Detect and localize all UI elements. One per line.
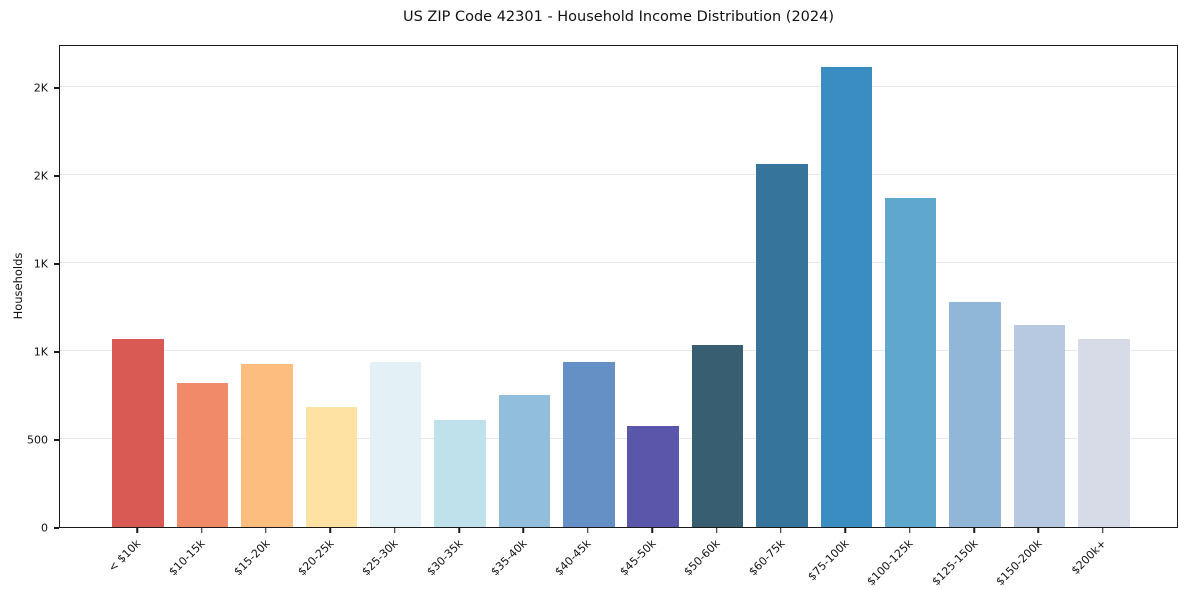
y-tick-label: 0 <box>41 521 48 535</box>
y-tick-mark <box>54 527 59 529</box>
y-tick-mark <box>54 87 59 89</box>
y-tick-mark <box>54 263 59 265</box>
gridline <box>60 86 1177 88</box>
y-tick-label: 1K <box>33 257 48 271</box>
y-tick-mark <box>54 439 59 441</box>
x-tick-label: $200k+ <box>1068 537 1110 578</box>
x-tick-label: $10-15k <box>166 537 208 579</box>
bar-$15-20k <box>241 364 293 527</box>
gridline <box>60 350 1177 352</box>
gridline <box>60 262 1177 264</box>
y-tick-mark <box>54 175 59 177</box>
x-tick-mark <box>844 528 847 533</box>
x-tick-label: $25-30k <box>359 537 401 579</box>
gridline <box>60 174 1177 176</box>
x-tick-mark <box>522 528 525 533</box>
bar-$20-25k <box>305 407 358 527</box>
bar-$150-200k <box>1013 325 1066 527</box>
bar-$25-30k <box>369 361 422 527</box>
x-tick-label: $125-150k <box>929 537 981 589</box>
x-tick-label: $150-200k <box>993 537 1045 589</box>
x-tick-mark <box>973 528 975 533</box>
x-tick-label: $30-35k <box>423 537 466 579</box>
x-tick-label: $45-50k <box>617 537 659 579</box>
x-tick-mark <box>200 528 203 533</box>
x-tick-mark <box>329 528 332 533</box>
x-tick-label: $35-40k <box>488 537 530 579</box>
x-tick-label: $75-100k <box>805 537 852 584</box>
bar-$30-35k <box>434 420 486 527</box>
x-tick-mark <box>1037 528 1040 533</box>
x-tick-mark <box>458 528 460 533</box>
x-tick-mark <box>715 528 718 533</box>
x-tick-label: $20-25k <box>295 537 337 579</box>
y-tick-label: 500 <box>27 433 48 447</box>
x-tick-mark <box>265 528 267 533</box>
x-tick-mark <box>1102 528 1104 533</box>
y-tick-mark <box>54 351 59 353</box>
x-tick-mark <box>393 528 396 533</box>
x-tick-label: $60-75k <box>745 537 788 579</box>
gridline <box>60 438 1177 440</box>
bar-$100-125k <box>884 198 937 527</box>
chart-title: US ZIP Code 42301 - Household Income Dis… <box>402 9 835 25</box>
bar-$50-60k <box>691 345 744 527</box>
y-tick-label: 2K <box>33 81 48 95</box>
x-tick-label: $40-45k <box>552 537 595 579</box>
x-tick-label: $15-20k <box>230 537 273 579</box>
bar-$10-15k <box>176 383 229 527</box>
x-tick-mark <box>651 528 653 533</box>
x-tick-mark <box>908 528 911 533</box>
x-tick-mark <box>587 528 589 533</box>
bar-$40-45k <box>563 362 615 527</box>
plot-area <box>59 45 1178 528</box>
bar-$200k+ <box>1078 339 1130 527</box>
bar-< $10k <box>112 339 164 527</box>
bar-$60-75k <box>756 164 808 527</box>
bar-$35-40k <box>498 395 551 527</box>
bar-$125-150k <box>949 302 1001 527</box>
x-tick-mark <box>780 528 782 533</box>
x-tick-label: $100-125k <box>864 537 916 589</box>
x-tick-mark <box>136 528 138 533</box>
bar-$75-100k <box>820 67 873 527</box>
y-tick-label: 1K <box>33 345 48 359</box>
x-tick-label: $50-60k <box>681 537 723 579</box>
y-tick-label: 2K <box>33 169 48 183</box>
x-tick-label: < $10k <box>105 537 144 575</box>
bar-$45-50k <box>627 426 679 527</box>
